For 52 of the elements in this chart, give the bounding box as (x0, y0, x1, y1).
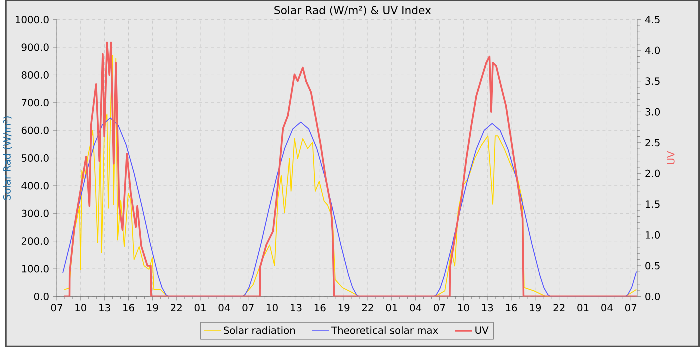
y2-tick-label: 2.5 (646, 138, 660, 146)
y-tick-label: 1000.0 (16, 16, 49, 24)
x-tick-label: 16 (124, 304, 134, 312)
x-tick-label: 01 (386, 304, 398, 312)
y2-tick-label: 1.0 (646, 231, 660, 239)
x-tick-label: 13 (291, 304, 302, 312)
y2-tick-label: 0.5 (646, 262, 660, 270)
y2-axis-title: UV (667, 151, 675, 164)
y-tick-label: 700.0 (22, 98, 49, 106)
x-tick-label: 22 (554, 304, 565, 312)
y2-tick-label: 0.0 (646, 292, 660, 300)
x-tick-label: 19 (338, 304, 350, 312)
legend-label: Solar radiation (224, 326, 296, 334)
x-tick-label: 04 (218, 304, 230, 312)
x-tick-label: 19 (147, 304, 158, 312)
x-tick-label: 13 (100, 304, 110, 312)
y-tick-label: 900.0 (22, 44, 49, 52)
x-tick-label: 07 (625, 304, 637, 312)
y2-tick-label: 3.5 (646, 77, 660, 85)
y2-tick-label: 3.0 (646, 108, 660, 116)
x-tick-label: 16 (506, 304, 518, 312)
y2-tick-label: 4.0 (645, 46, 660, 54)
y-tick-label: 500.0 (22, 154, 49, 162)
legend-label: UV (476, 326, 489, 334)
x-tick-label: 10 (267, 304, 278, 312)
y-axis-title: Solar Rad (W/m²) (3, 116, 12, 200)
x-tick-label: 19 (530, 304, 542, 312)
x-tick-label: 07 (242, 304, 254, 312)
legend-label: Theoretical solar max (331, 326, 438, 334)
y-tick-label: 600.0 (22, 126, 49, 134)
y-tick-label: 200.0 (22, 237, 49, 245)
x-tick-label: 10 (76, 304, 87, 312)
x-tick-label: 04 (602, 304, 613, 312)
y-tick-label: 800.0 (22, 71, 49, 79)
y2-tick-label: 2.0 (646, 170, 660, 178)
x-tick-label: 04 (410, 304, 422, 312)
y-tick-label: 300.0 (22, 210, 49, 218)
x-tick-label: 01 (194, 304, 206, 312)
y-tick-label: 400.0 (22, 182, 49, 190)
x-tick-label: 10 (458, 304, 470, 312)
y2-tick-label: 4.5 (645, 16, 660, 24)
y-tick-label: 100.0 (22, 265, 49, 273)
y2-tick-label: 1.5 (646, 200, 660, 208)
x-tick-label: 07 (51, 304, 62, 312)
x-tick-label: 07 (434, 304, 446, 312)
x-tick-label: 13 (482, 304, 494, 312)
x-tick-label: 22 (362, 304, 374, 312)
x-tick-label: 22 (171, 304, 182, 312)
y-tick-label: 0.0 (34, 292, 49, 300)
x-tick-label: 16 (314, 304, 326, 312)
chart-title: Solar Rad (W/m²) & UV Index (274, 6, 432, 16)
x-tick-label: 01 (578, 304, 589, 312)
